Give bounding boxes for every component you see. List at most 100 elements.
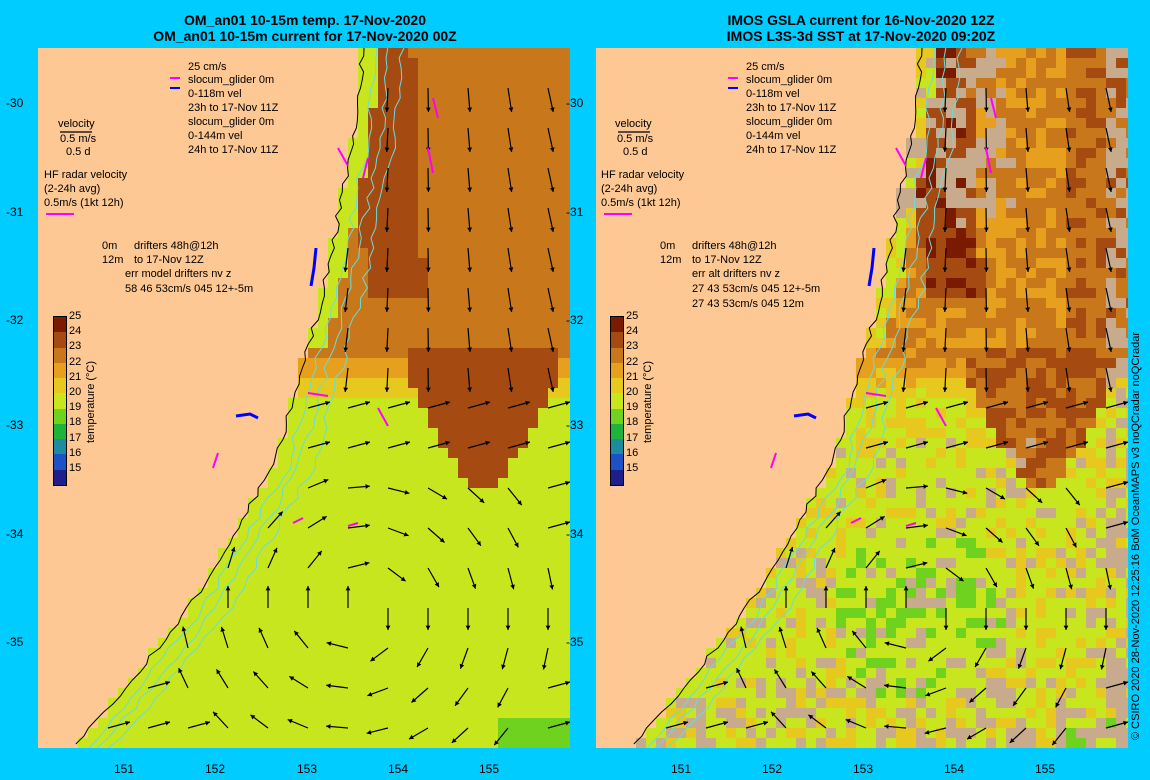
sst-cell xyxy=(498,108,508,118)
sst-cell xyxy=(886,248,896,258)
sst-cell xyxy=(408,538,418,548)
sst-cell xyxy=(538,728,548,738)
sst-cell xyxy=(378,738,388,748)
sst-cell xyxy=(388,578,398,588)
sst-cell xyxy=(886,428,896,438)
sst-cell xyxy=(478,588,488,598)
sst-cell xyxy=(946,568,956,578)
sst-cell xyxy=(1026,78,1036,88)
sst-cell xyxy=(936,48,946,58)
sst-cell xyxy=(478,338,488,348)
sst-cell xyxy=(1026,158,1036,168)
sst-cell xyxy=(118,708,128,718)
sst-cell xyxy=(1096,208,1106,218)
sst-cell xyxy=(428,188,438,198)
sst-cell xyxy=(528,678,538,688)
sst-cell xyxy=(548,118,558,128)
sst-cell xyxy=(458,48,468,58)
sst-cell xyxy=(498,138,508,148)
sst-cell xyxy=(568,358,570,368)
sst-cell xyxy=(518,408,528,418)
sst-cell xyxy=(926,638,936,648)
sst-cell xyxy=(976,648,986,658)
sst-cell xyxy=(946,548,956,558)
sst-cell xyxy=(338,468,348,478)
sst-cell xyxy=(806,518,816,528)
sst-cell xyxy=(228,718,238,728)
sst-cell xyxy=(856,458,866,468)
sst-cell xyxy=(866,458,876,468)
sst-cell xyxy=(298,508,308,518)
sst-cell xyxy=(966,208,976,218)
sst-cell xyxy=(448,388,458,398)
sst-cell xyxy=(1126,498,1128,508)
sst-cell xyxy=(418,388,428,398)
sst-cell xyxy=(916,198,926,208)
sst-cell xyxy=(886,418,896,428)
sst-cell xyxy=(198,678,208,688)
sst-cell xyxy=(508,78,518,88)
sst-cell xyxy=(258,518,268,528)
glider2-time-label: 24h to 17-Nov 11Z xyxy=(746,144,837,156)
sst-cell xyxy=(398,468,408,478)
sst-cell xyxy=(168,668,178,678)
sst-cell xyxy=(906,218,916,228)
right-map-panel[interactable] xyxy=(596,48,1128,748)
sst-cell xyxy=(558,258,568,268)
sst-cell xyxy=(836,648,846,658)
sst-cell xyxy=(916,438,926,448)
sst-cell xyxy=(926,398,936,408)
sst-cell xyxy=(1056,608,1066,618)
sst-cell xyxy=(558,78,568,88)
sst-cell xyxy=(966,488,976,498)
sst-cell xyxy=(328,508,338,518)
sst-cell xyxy=(518,308,528,318)
sst-cell xyxy=(388,98,398,108)
sst-cell xyxy=(408,708,418,718)
sst-cell xyxy=(398,348,408,358)
sst-cell xyxy=(1046,508,1056,518)
left-map-panel[interactable] xyxy=(38,48,570,748)
sst-cell xyxy=(348,528,358,538)
sst-cell xyxy=(538,298,548,308)
drifters-time-label: to 17-Nov 12Z xyxy=(692,254,762,266)
sst-cell xyxy=(388,478,398,488)
sst-cell xyxy=(558,438,568,448)
sst-cell xyxy=(866,628,876,638)
sst-cell xyxy=(986,98,996,108)
sst-cell xyxy=(368,218,378,228)
sst-cell xyxy=(1096,468,1106,478)
sst-cell xyxy=(428,458,438,468)
sst-cell xyxy=(508,548,518,558)
sst-cell xyxy=(996,378,1006,388)
sst-cell xyxy=(1066,428,1076,438)
sst-cell xyxy=(568,508,570,518)
sst-cell xyxy=(518,568,528,578)
sst-cell xyxy=(358,568,368,578)
sst-cell xyxy=(1086,628,1096,638)
sst-cell xyxy=(926,718,936,728)
sst-cell xyxy=(398,388,408,398)
sst-cell xyxy=(548,578,558,588)
sst-cell xyxy=(1026,708,1036,718)
sst-cell xyxy=(1126,488,1128,498)
sst-cell xyxy=(498,208,508,218)
sst-cell xyxy=(368,208,378,218)
sst-cell xyxy=(428,488,438,498)
sst-cell xyxy=(328,608,338,618)
sst-cell xyxy=(318,568,328,578)
sst-cell xyxy=(538,168,548,178)
sst-cell xyxy=(168,628,178,638)
sst-cell xyxy=(498,298,508,308)
sst-cell xyxy=(188,728,198,738)
sst-cell xyxy=(1126,698,1128,708)
sst-cell xyxy=(946,168,956,178)
sst-cell xyxy=(916,108,926,118)
sst-cell xyxy=(538,488,548,498)
sst-cell xyxy=(568,328,570,338)
sst-cell xyxy=(338,388,348,398)
sst-cell xyxy=(1076,618,1086,628)
sst-cell xyxy=(876,608,886,618)
sst-cell xyxy=(508,608,518,618)
sst-cell xyxy=(956,188,966,198)
